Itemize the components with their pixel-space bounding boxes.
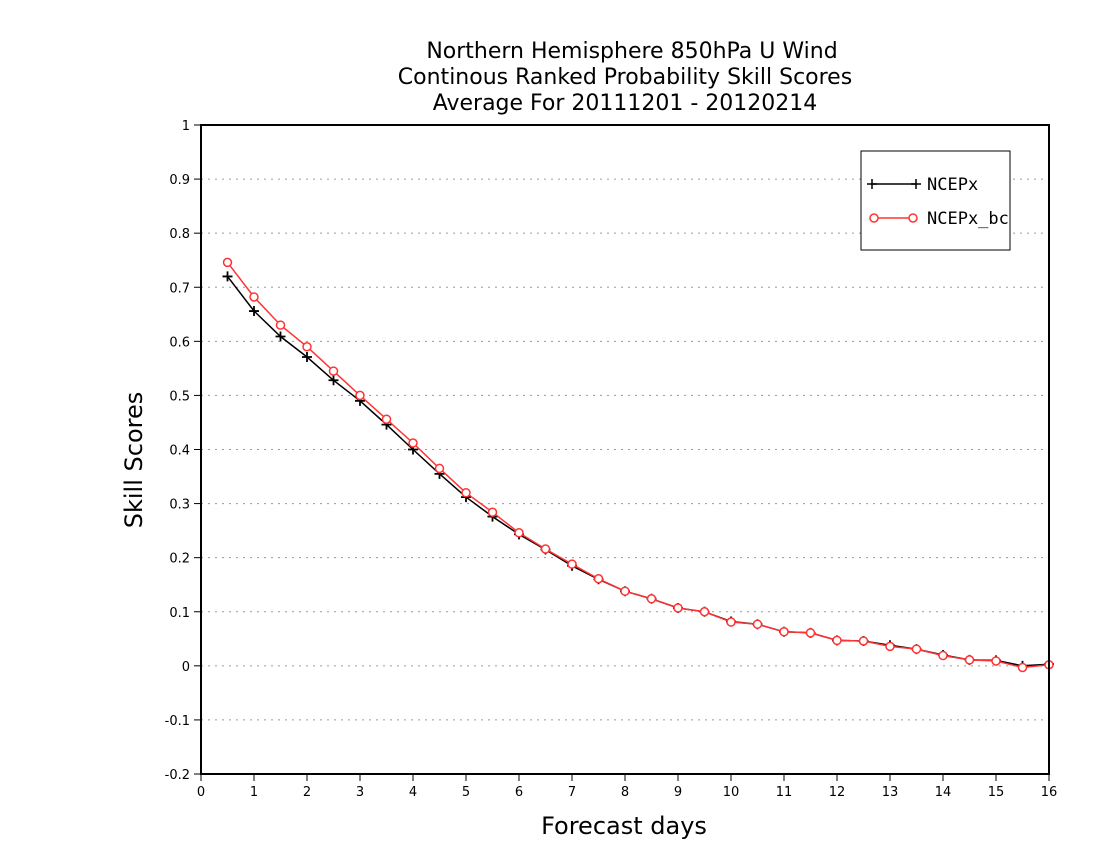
data-point-ncepx-bc — [646, 594, 657, 604]
x-tick-label: 5 — [462, 785, 470, 800]
data-point-ncepx-bc — [991, 656, 1001, 666]
data-point-ncepx — [302, 352, 312, 363]
y-axis-label: Skill Scores — [120, 392, 148, 529]
data-point-ncepx-bc — [779, 627, 789, 637]
y-tick-label: 0.4 — [169, 444, 190, 459]
data-point-ncepx-bc — [487, 507, 498, 517]
legend-label-ncepx: NCEPx — [927, 175, 978, 195]
plot-frame — [200, 124, 1050, 775]
data-point-ncepx-bc — [408, 438, 418, 448]
legend-marker-ncepx-bc-right — [908, 213, 918, 223]
x-tick-label: 7 — [568, 785, 576, 800]
y-tick-label: 0.3 — [169, 498, 190, 513]
legend-label-ncepx-bc: NCEPx_bc — [927, 209, 1009, 229]
data-point-ncepx-bc — [355, 390, 365, 401]
data-point-ncepx-bc — [540, 544, 551, 554]
data-point-ncepx-bc — [938, 650, 948, 661]
data-point-ncepx-bc — [302, 341, 312, 352]
x-tick-label: 0 — [197, 785, 205, 800]
legend-marker-ncepx — [867, 179, 921, 189]
data-point-ncepx — [222, 271, 233, 282]
chart-title-line-1: Northern Hemisphere 850hPa U Wind — [426, 39, 837, 64]
x-tick-label: 15 — [988, 785, 1005, 800]
data-point-ncepx-bc — [328, 366, 339, 376]
data-point-ncepx-bc — [726, 617, 736, 627]
y-tick-label: 0.5 — [169, 389, 190, 404]
y-tick-label: -0.2 — [165, 768, 190, 783]
x-axis-label: Forecast days — [541, 812, 707, 840]
data-point-ncepx-bc — [593, 574, 604, 584]
x-tick-label: 3 — [356, 785, 364, 800]
data-point-ncepx-bc — [752, 619, 763, 629]
data-point-ncepx-bc — [858, 636, 869, 646]
data-point-ncepx-bc — [381, 414, 392, 424]
x-tick-label: 10 — [723, 785, 740, 800]
y-tick-label: 0.1 — [169, 606, 190, 621]
data-point-ncepx-bc — [461, 488, 471, 498]
x-tick-label: 4 — [409, 785, 417, 800]
chart-title-line-3: Average For 20111201 - 20120214 — [433, 91, 818, 116]
axis-ticks: -0.2-0.100.10.20.30.40.50.60.70.80.910 1 2… — [165, 119, 1058, 800]
x-tick-label: 13 — [882, 785, 899, 800]
data-point-ncepx-bc — [911, 644, 922, 654]
y-tick-label: 1 — [182, 119, 190, 134]
data-point-ncepx-bc — [620, 586, 630, 596]
y-tick-label: 0.2 — [169, 552, 190, 567]
data-point-ncepx-bc — [699, 607, 710, 617]
data-point-ncepx — [249, 306, 259, 317]
data-point-ncepx-bc — [964, 655, 975, 665]
y-tick-label: 0.8 — [169, 227, 190, 242]
x-tick-label: 14 — [935, 785, 952, 800]
y-tick-label: 0.7 — [169, 281, 190, 296]
data-point-ncepx — [275, 331, 286, 342]
chart-title: Northern Hemisphere 850hPa U Wind Contin… — [398, 39, 852, 116]
x-tick-label: 11 — [776, 785, 793, 800]
data-point-ncepx-bc — [275, 320, 286, 330]
series-line-ncepx-bc — [226, 261, 1050, 669]
data-point-ncepx-bc — [567, 559, 577, 569]
data-point-ncepx-bc — [222, 257, 233, 268]
x-tick-label: 2 — [303, 785, 311, 800]
y-tick-label: 0 — [182, 660, 190, 675]
data-point-ncepx-bc — [514, 528, 524, 538]
data-point-ncepx-bc — [805, 628, 816, 638]
chart-title-line-2: Continous Ranked Probability Skill Score… — [398, 65, 852, 90]
x-tick-label: 6 — [515, 785, 523, 800]
series-line-ncepx — [226, 275, 1050, 667]
data-point-ncepx-bc — [249, 292, 259, 302]
legend: NCEPx NCEPx_bc — [860, 150, 1011, 251]
legend-box — [860, 150, 1011, 251]
x-tick-label: 16 — [1041, 785, 1058, 800]
gridlines — [201, 178, 1049, 721]
x-tick-label: 8 — [621, 785, 629, 800]
data-point-ncepx-bc — [434, 463, 445, 474]
data-point-ncepx-bc — [885, 641, 895, 652]
y-tick-label: 0.9 — [169, 173, 190, 188]
x-tick-label: 12 — [829, 785, 846, 800]
data-point-ncepx-bc — [673, 603, 683, 613]
x-tick-label: 9 — [674, 785, 682, 800]
data-point-ncepx-bc — [1017, 662, 1028, 673]
x-tick-label: 1 — [250, 785, 258, 800]
y-tick-label: -0.1 — [165, 714, 190, 729]
legend-marker-ncepx-bc-left — [869, 213, 879, 223]
y-tick-label: 0.6 — [169, 335, 190, 350]
series-layer — [222, 257, 1054, 673]
data-point-ncepx-bc — [832, 635, 842, 646]
data-point-ncepx — [328, 375, 339, 386]
